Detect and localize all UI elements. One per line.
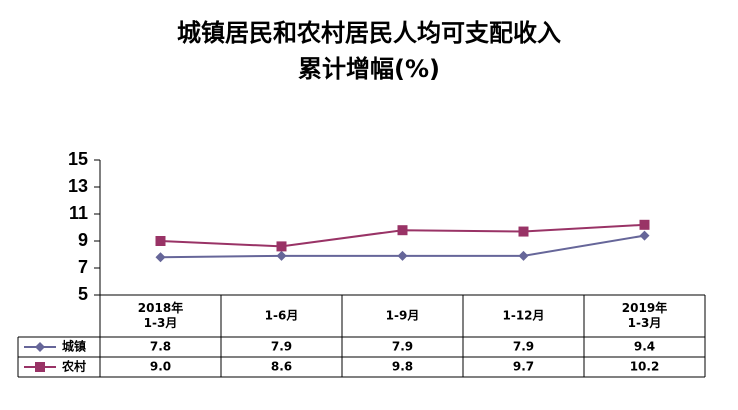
y-tick-label: 5 (78, 284, 88, 304)
data-label: 9.0 (150, 360, 171, 374)
data-label: 7.9 (271, 340, 292, 354)
marker (155, 252, 166, 263)
legend-label: 城镇 (62, 339, 86, 354)
y-tick-label: 13 (68, 176, 88, 196)
y-tick-label: 11 (69, 203, 88, 223)
y-tick-label: 15 (68, 149, 88, 169)
x-tick-label: 1-9月 (386, 309, 420, 323)
data-label: 8.6 (271, 360, 292, 374)
x-tick-label: 1-3月 (628, 316, 662, 330)
marker (35, 362, 45, 372)
x-tick-label: 1-3月 (144, 316, 178, 330)
marker (276, 241, 287, 252)
marker (639, 230, 650, 241)
chart-title: 城镇居民和农村居民人均可支配收入 (177, 19, 561, 47)
marker (155, 236, 166, 246)
y-tick-label: 7 (78, 257, 88, 277)
marker (518, 250, 529, 261)
data-label: 10.2 (630, 360, 660, 374)
x-tick-label: 1-12月 (502, 309, 544, 323)
x-tick-label: 2018年 (138, 300, 183, 315)
marker (397, 250, 408, 261)
data-label: 7.8 (150, 340, 171, 354)
marker (518, 226, 529, 237)
legend-label: 农村 (61, 359, 86, 374)
y-tick-label: 9 (78, 230, 88, 250)
chart-title: 累计增幅(%) (298, 55, 440, 83)
x-tick-label: 1-6月 (265, 309, 299, 323)
marker (639, 219, 650, 230)
x-tick-label: 2019年 (622, 300, 667, 315)
data-label: 7.9 (513, 340, 534, 354)
marker (35, 342, 45, 352)
marker (276, 250, 287, 261)
data-label: 7.9 (392, 340, 413, 354)
marker (397, 225, 408, 236)
data-label: 9.4 (634, 340, 655, 354)
data-label: 9.7 (513, 360, 534, 374)
data-label: 9.8 (392, 360, 413, 374)
